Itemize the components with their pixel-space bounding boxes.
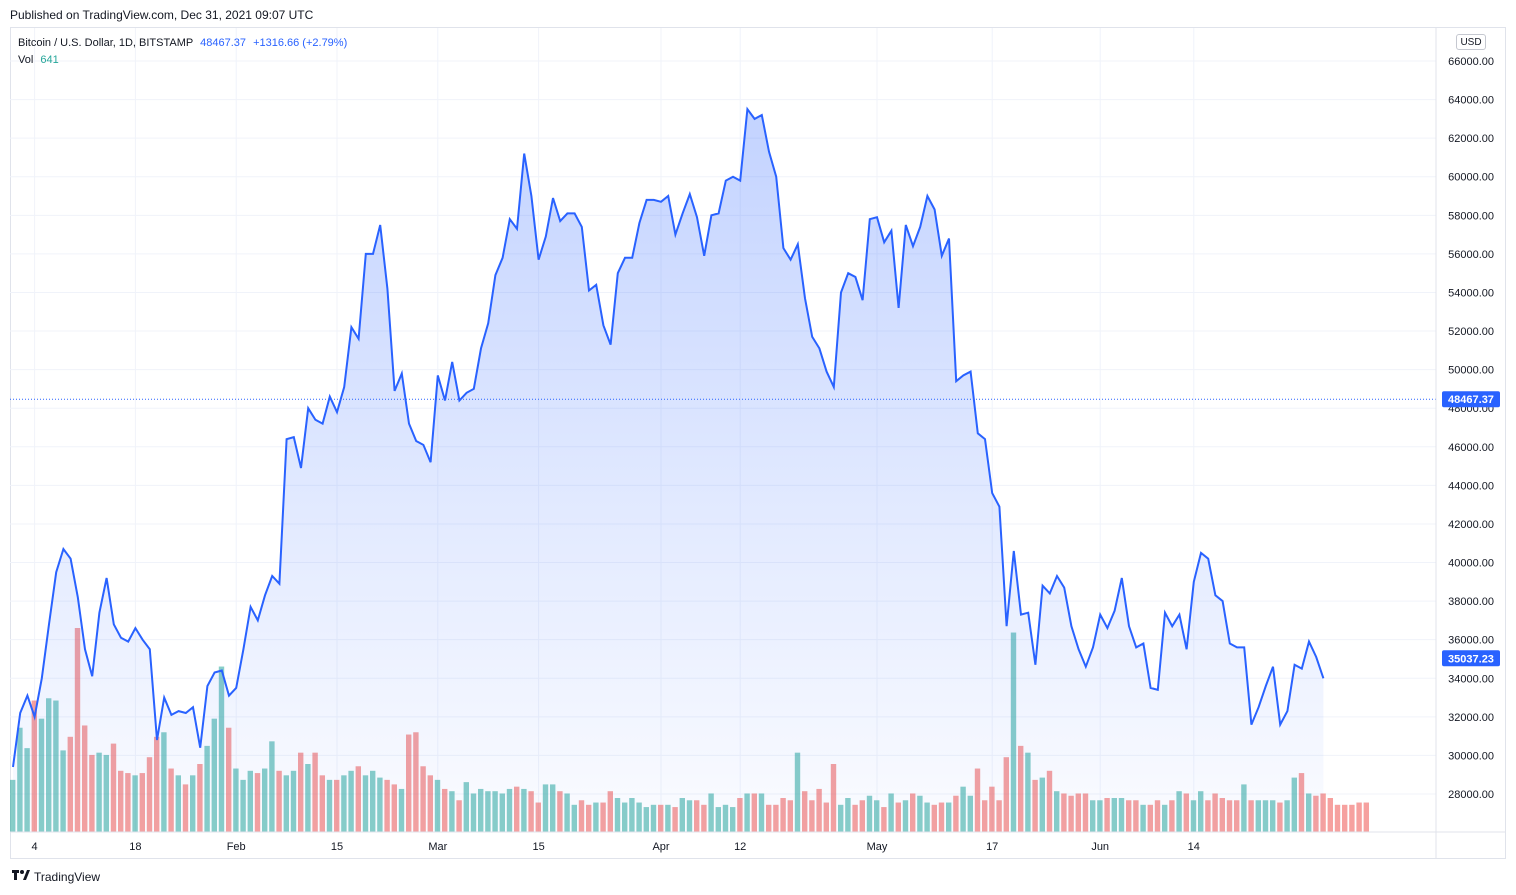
price-tags: 48467.37 35037.23: [1442, 391, 1500, 667]
price-tag-label: 35037.23: [1448, 653, 1494, 665]
x-tick-label: 15: [331, 841, 343, 853]
y-tick-label: 50000.00: [1448, 365, 1494, 377]
volume-bar: [1342, 804, 1348, 832]
y-tick-label: 58000.00: [1448, 210, 1494, 222]
x-tick-label: 12: [734, 841, 746, 853]
x-tick-label: 17: [986, 841, 998, 853]
y-axis: 28000.00 30000.00 32000.00 34000.00 36000.00…: [1435, 28, 1494, 858]
price-tag-label: 48467.37: [1448, 394, 1494, 406]
y-tick-label: 54000.00: [1448, 287, 1494, 299]
chart-frame: [10, 27, 1506, 859]
volume-bar: [1363, 802, 1369, 832]
y-tick-label: 32000.00: [1448, 712, 1494, 724]
y-tick-label: 38000.00: [1448, 596, 1494, 608]
x-tick-label: 4: [32, 841, 38, 853]
price-line: [12, 106, 1325, 768]
symbol-title: Bitcoin / U.S. Dollar, 1D, BITSTAMP: [18, 37, 194, 49]
legend-change: +1316.66 (+2.79%): [253, 37, 348, 49]
volume-bar: [1356, 802, 1362, 832]
x-tick-label: 14: [1188, 841, 1200, 853]
y-tick-label: 56000.00: [1448, 249, 1494, 261]
y-tick-label: 40000.00: [1448, 558, 1494, 570]
currency-button[interactable]: USD: [1456, 34, 1486, 50]
chart-legend: Bitcoin / U.S. Dollar, 1D, BITSTAMP 4846…: [18, 35, 347, 69]
x-tick-label: May: [867, 841, 888, 853]
price-area: [13, 109, 1324, 832]
legend-price: 48467.37: [200, 37, 246, 49]
y-tick-label: 62000.00: [1448, 133, 1494, 145]
x-tick-label: Jun: [1091, 841, 1109, 853]
x-tick-label: Mar: [428, 841, 447, 853]
price-tag-bg: [1442, 391, 1500, 408]
y-tick-label: 66000.00: [1448, 56, 1494, 68]
footer: TradingView: [12, 869, 100, 884]
y-tick-label: 44000.00: [1448, 480, 1494, 492]
x-tick-label: Feb: [227, 841, 246, 853]
price-tag-bg: [1442, 650, 1500, 667]
y-tick-label: 34000.00: [1448, 673, 1494, 685]
footer-brand[interactable]: TradingView: [34, 869, 101, 884]
y-tick-label: 46000.00: [1448, 442, 1494, 454]
x-tick-label: Apr: [652, 841, 669, 853]
tradingview-logo-icon[interactable]: [12, 869, 30, 884]
y-tick-label: 36000.00: [1448, 635, 1494, 647]
volume-bar: [1327, 798, 1333, 832]
published-caption: Published on TradingView.com, Dec 31, 20…: [10, 8, 314, 22]
x-tick-label: 15: [532, 841, 544, 853]
y-tick-label: 30000.00: [1448, 750, 1494, 762]
x-axis: 4 18 Feb 15 Mar 15 Apr 12 May 17 Jun 14: [10, 831, 1505, 853]
volume-bar: [1349, 804, 1355, 832]
x-tick-label: 18: [129, 841, 141, 853]
y-tick-label: 52000.00: [1448, 326, 1494, 338]
volume-bar: [1334, 804, 1341, 832]
volume-bar: [10, 779, 16, 832]
y-tick-label: 42000.00: [1448, 519, 1494, 531]
y-tick-label: 28000.00: [1448, 789, 1494, 801]
y-tick-label: 64000.00: [1448, 95, 1494, 107]
y-tick-label: 60000.00: [1448, 172, 1494, 184]
volume-label: Vol: [18, 54, 34, 66]
volume-value: 641: [40, 54, 59, 66]
